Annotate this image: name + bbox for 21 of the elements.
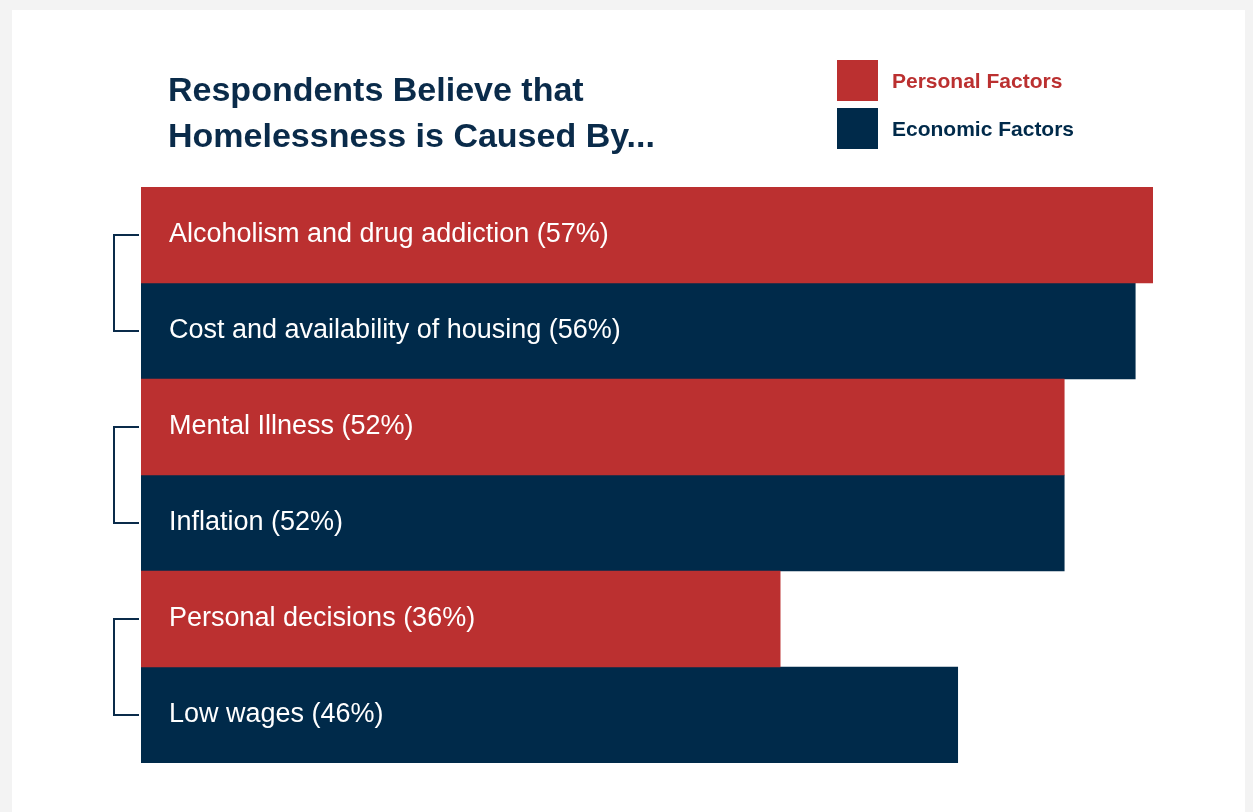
- y-tick-label: Low wages: [169, 698, 305, 729]
- y-tick-label: Cost and availability of housing: [169, 314, 542, 345]
- y-tick-label: Alcoholism and drug addiction: [169, 218, 530, 249]
- y-tick-label: Inflation: [169, 506, 264, 537]
- bar: [141, 570, 781, 668]
- y-tick-label: Personal decisions: [169, 602, 396, 633]
- bar: [141, 474, 1065, 572]
- data-label: (57%): [536, 218, 609, 249]
- data-label: (56%): [548, 314, 621, 345]
- legend-label: Economic Factors: [892, 116, 1075, 141]
- chart-title: Respondents Believe that Homelessness is Caused By...: [168, 69, 655, 156]
- bar: [141, 378, 1065, 476]
- bar: [141, 666, 959, 763]
- data-label: (52%): [341, 410, 414, 441]
- data-label: (46%): [311, 698, 384, 729]
- bar: [141, 282, 1136, 380]
- data-label: (36%): [403, 602, 476, 633]
- y-tick-label: Mental Illness: [169, 410, 335, 441]
- data-label: (52%): [271, 506, 344, 537]
- bar: [141, 187, 1153, 284]
- legend-label: Personal Factors: [892, 68, 1063, 93]
